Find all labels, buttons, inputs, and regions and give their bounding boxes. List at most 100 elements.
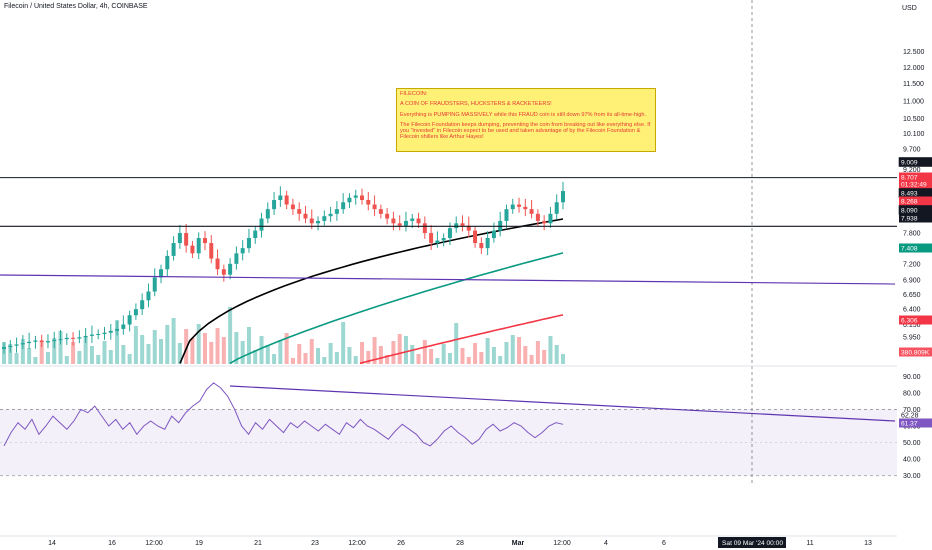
candle-body xyxy=(83,335,88,338)
price-tag xyxy=(899,196,932,206)
ma-green-line xyxy=(229,252,564,364)
volume-bar xyxy=(535,341,540,364)
candle-body xyxy=(397,223,402,226)
price-tick-label: 11.000 xyxy=(903,98,924,105)
volume-bar xyxy=(473,343,478,364)
candle-body xyxy=(447,228,452,239)
time-tick-label: 12:00 xyxy=(145,540,163,547)
crosshair-date-tag xyxy=(718,537,786,548)
volume-bar xyxy=(228,307,233,364)
candle-body xyxy=(221,269,226,275)
volume-bar xyxy=(485,338,490,364)
volume-bar xyxy=(177,343,182,364)
price-tag xyxy=(899,172,932,182)
candle-body xyxy=(278,195,283,200)
candle-body xyxy=(378,209,383,214)
candle-body xyxy=(184,233,189,246)
price-tick-label: 10.500 xyxy=(903,116,925,123)
candle-body xyxy=(303,213,308,219)
price-tag-label: 8.090 xyxy=(901,207,918,214)
time-tick-label: 23 xyxy=(311,540,319,547)
candle-body xyxy=(165,255,170,270)
time-tick-label: Mar xyxy=(512,540,525,547)
volume-bar xyxy=(52,338,57,364)
candle-body xyxy=(309,218,314,224)
note-line-3: The Filecoin Foundation keeps dumping, p… xyxy=(400,121,651,141)
candle-body xyxy=(209,243,214,259)
candle-body xyxy=(246,238,251,249)
candle-body xyxy=(429,233,434,244)
volume-bar xyxy=(190,338,195,364)
volume-bar xyxy=(554,345,559,364)
candle-body xyxy=(115,328,120,331)
volume-bar xyxy=(410,345,415,364)
rsi-tick-label: 30.00 xyxy=(903,473,921,480)
candle-body xyxy=(284,195,289,205)
note-line-1: A COIN OF FRAUDSTERS, HUCKSTERS & RACKET… xyxy=(400,101,552,108)
candle-body xyxy=(121,324,126,329)
candle-body xyxy=(485,238,490,249)
volume-bar xyxy=(353,356,358,364)
volume-bar xyxy=(309,339,314,364)
volume-bar xyxy=(133,326,138,364)
ma-red-line xyxy=(359,314,564,365)
candle-body xyxy=(253,230,258,239)
candle-body xyxy=(372,204,377,210)
volume-bar xyxy=(102,341,107,364)
candle-body xyxy=(316,220,321,224)
candle-body xyxy=(102,332,107,335)
volume-bar xyxy=(171,318,176,364)
rsi-trendline xyxy=(229,385,896,422)
candle-body xyxy=(2,347,6,349)
currency-label: USD xyxy=(902,5,917,12)
time-tick-label: 6 xyxy=(662,540,666,547)
candle-body xyxy=(8,345,13,348)
volume-bar xyxy=(20,339,25,364)
candle-body xyxy=(297,209,302,214)
candle-body xyxy=(435,240,440,244)
volume-bar xyxy=(259,336,264,364)
price-tag xyxy=(899,213,932,223)
candle-body xyxy=(441,238,446,241)
price-tag xyxy=(899,243,932,253)
candle-body xyxy=(548,213,553,224)
price-tick-label: 6.650 xyxy=(903,292,921,299)
volume-bar xyxy=(272,354,277,364)
candle-body xyxy=(517,204,522,207)
candle-body xyxy=(523,206,528,210)
time-tick-label: 12:00 xyxy=(553,540,571,547)
volume-bar xyxy=(510,335,515,364)
volume-bar xyxy=(334,352,339,364)
price-tag-label: 8.707 xyxy=(901,174,918,181)
price-tag-label: 8.268 xyxy=(901,198,918,205)
volume-bar xyxy=(71,342,76,364)
price-tag-label: 01:32:49 xyxy=(901,181,927,188)
volume-bar xyxy=(548,336,553,364)
candle-body xyxy=(234,253,239,264)
rsi-tick-label: 40.00 xyxy=(903,457,921,464)
price-tag-label: 9.009 xyxy=(901,159,918,166)
volume-bar xyxy=(127,354,132,364)
candle-body xyxy=(152,277,157,292)
candle-body xyxy=(360,195,365,200)
volume-bar xyxy=(447,353,452,364)
annotation-note[interactable]: FILECOIN: A COIN OF FRAUDSTERS, HUCKSTER… xyxy=(396,88,656,152)
candle-body xyxy=(159,269,164,278)
candle-body xyxy=(529,209,534,214)
price-tag xyxy=(899,315,932,325)
candle-body xyxy=(366,199,371,205)
volume-bar xyxy=(429,349,434,364)
ma-black-line xyxy=(179,218,564,364)
candle-body xyxy=(215,258,220,270)
time-tick-label: 4 xyxy=(604,540,608,547)
candle-body xyxy=(385,213,390,219)
volume-bar xyxy=(253,350,258,364)
price-tag-label: 7.408 xyxy=(901,245,918,252)
volume-bar xyxy=(146,344,151,364)
candle-body xyxy=(391,218,396,224)
volume-bar xyxy=(58,331,63,364)
volume-bar xyxy=(215,328,220,364)
volume-bar xyxy=(504,342,509,364)
volume-bar xyxy=(278,340,283,364)
